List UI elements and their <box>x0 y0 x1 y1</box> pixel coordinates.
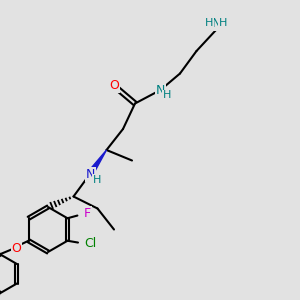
Text: H: H <box>93 175 102 185</box>
Text: F: F <box>83 207 91 220</box>
Text: H: H <box>163 90 171 100</box>
Text: Cl: Cl <box>84 237 96 250</box>
Text: N: N <box>156 83 165 97</box>
Text: H: H <box>205 18 214 28</box>
Polygon shape <box>88 150 106 176</box>
Text: N: N <box>86 167 95 181</box>
Text: H: H <box>218 18 227 28</box>
Text: N: N <box>211 17 221 30</box>
Text: O: O <box>109 79 119 92</box>
Text: O: O <box>12 242 22 255</box>
